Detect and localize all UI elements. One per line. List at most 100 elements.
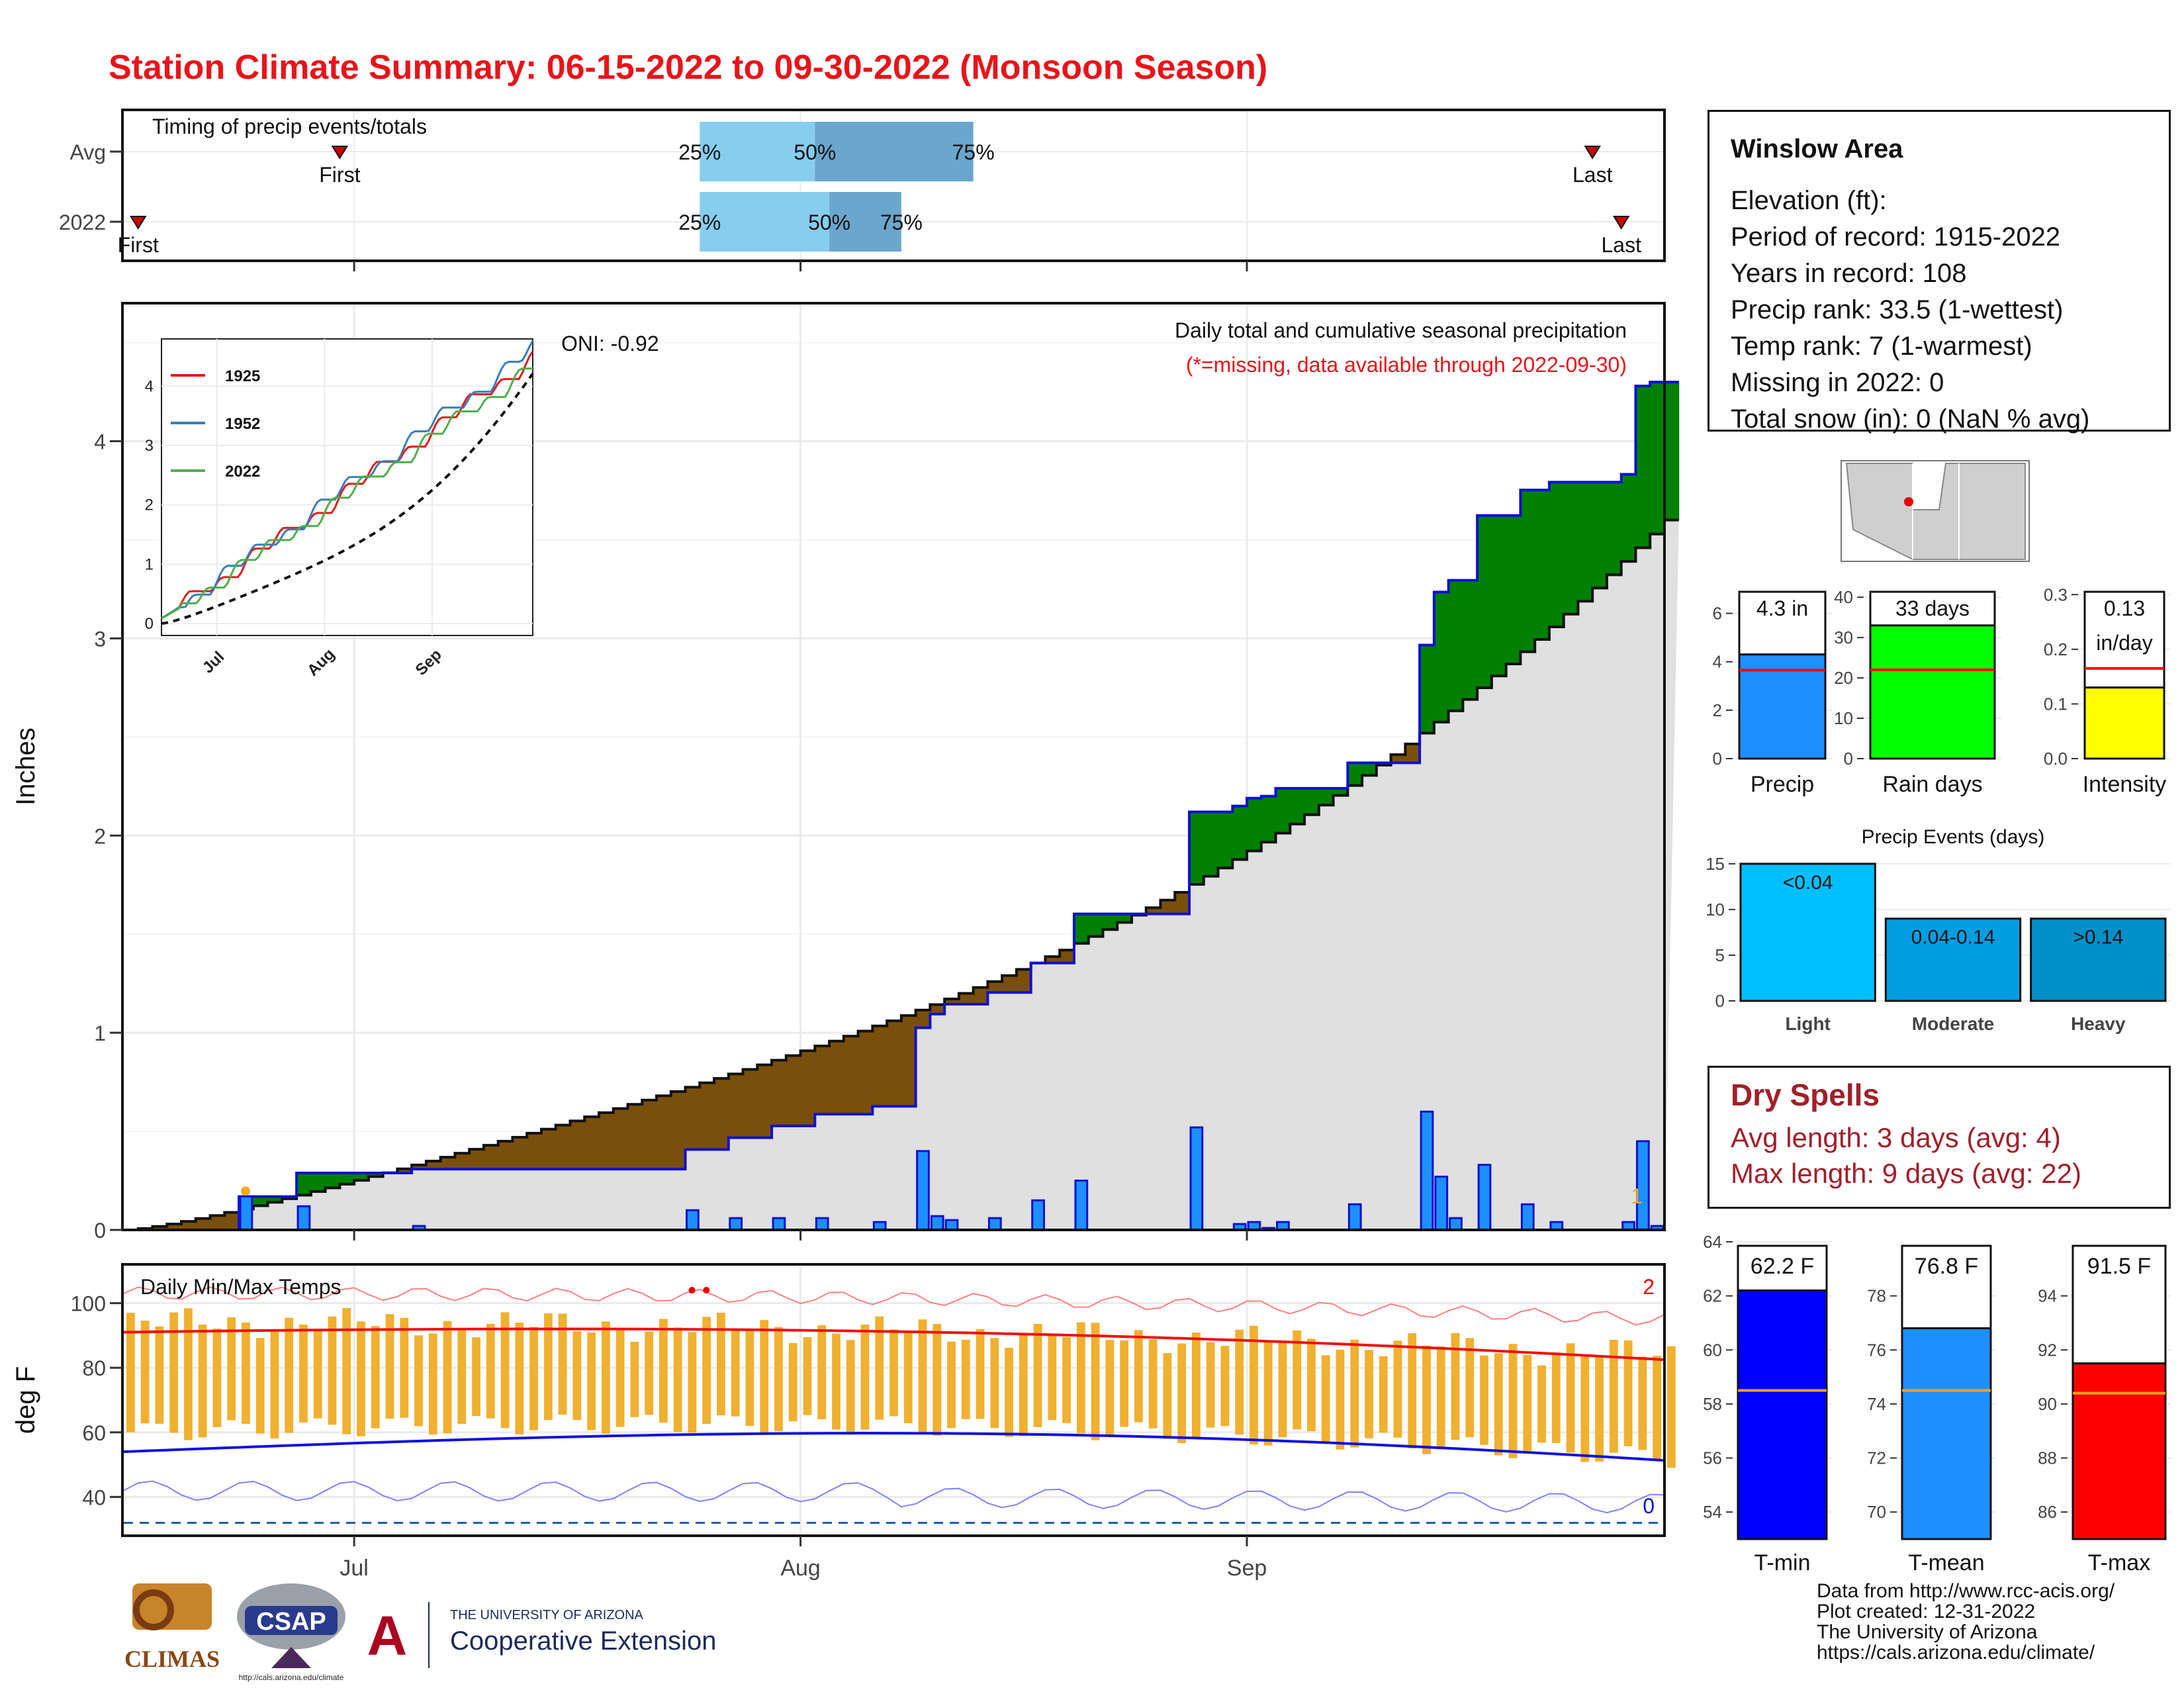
- daily-temp-bar: [933, 1324, 942, 1436]
- pct75-label: 75%: [952, 140, 995, 164]
- inset-avg-line: [161, 373, 534, 625]
- dry-spells-box: Dry Spells Avg length: 3 days (avg: 4) M…: [1707, 1066, 2171, 1209]
- credit-created: Plot created: 12-31-2022: [1817, 1601, 2036, 1622]
- daily-temp-bar: [342, 1307, 351, 1434]
- daily-temp-bar: [645, 1331, 654, 1415]
- daily-precip-bar: [916, 1150, 930, 1231]
- daily-temp-bar: [731, 1328, 740, 1417]
- below-avg-area: [1060, 950, 1075, 963]
- tempbar-category-label: T-max: [2088, 1550, 2150, 1575]
- below-avg-area: [613, 1108, 628, 1170]
- below-avg-area: [800, 1051, 815, 1126]
- daily-temp-bar: [1005, 1348, 1013, 1437]
- above-avg-area: [1578, 482, 1593, 602]
- below-avg-area: [1045, 957, 1060, 963]
- below-avg-area: [700, 1082, 715, 1150]
- info-period: Period of record: 1915-2022: [1731, 222, 2061, 252]
- daily-temp-bar: [976, 1329, 985, 1419]
- daily-temp-bar: [1508, 1344, 1518, 1458]
- daily-precip-bar: [296, 1205, 311, 1231]
- daily-temp-bar: [1551, 1352, 1561, 1443]
- above-avg-area: [253, 1196, 269, 1206]
- below-avg-area: [670, 1091, 686, 1170]
- precip-ytick-label: 0: [94, 1219, 106, 1243]
- temp-count-high: 2: [1643, 1275, 1655, 1299]
- last-label: Last: [1601, 233, 1641, 257]
- below-avg-area: [440, 1157, 455, 1170]
- record-high-line: [123, 1286, 1665, 1326]
- daily-temp-bar: [1120, 1340, 1128, 1427]
- minibar-ytick-label: 4: [1713, 652, 1722, 672]
- daily-precip-bar: [815, 1217, 829, 1231]
- above-avg-area: [1664, 382, 1680, 520]
- minibar-ytick-label: 2: [1713, 700, 1722, 720]
- below-avg-area: [412, 1164, 427, 1170]
- tempbar-category-label: T-mean: [1908, 1550, 1984, 1575]
- daily-temp-bar: [1350, 1339, 1359, 1448]
- minibar-value-label: 4.3 in: [1756, 596, 1808, 620]
- below-avg-area: [498, 1141, 513, 1170]
- daily-temp-bar: [572, 1331, 582, 1421]
- below-avg-area: [987, 981, 1003, 993]
- last-label: Last: [1572, 163, 1613, 187]
- below-avg-area: [1175, 892, 1190, 914]
- daily-temp-bar: [1307, 1338, 1316, 1432]
- credit-univ: The University of Arizona: [1817, 1621, 2038, 1643]
- inset-ytick-label: 3: [145, 437, 154, 455]
- below-avg-area: [512, 1137, 527, 1170]
- above-avg-area: [1261, 796, 1277, 843]
- below-avg-area: [455, 1153, 470, 1170]
- daily-temp-bar: [1321, 1355, 1330, 1442]
- tempbar-ytick-label: 74: [1867, 1394, 1886, 1414]
- tempbar-ytick-label: 54: [1703, 1502, 1722, 1522]
- events-ytick-label: 10: [1706, 900, 1725, 919]
- below-avg-area: [598, 1112, 614, 1170]
- below-avg-area: [1016, 969, 1032, 993]
- below-avg-area: [541, 1129, 557, 1170]
- above-avg-area: [1477, 515, 1492, 688]
- daily-temp-bar: [255, 1338, 265, 1434]
- daily-precip-bar: [944, 1219, 959, 1231]
- above-avg-area: [1621, 474, 1636, 562]
- events-bar-label: >0.14: [2073, 927, 2123, 949]
- minibar-value-label-2: in/day: [2096, 631, 2152, 655]
- below-avg-area: [757, 1064, 772, 1138]
- pct25-label: 25%: [678, 140, 721, 164]
- events-bar-label: 0.04-0.14: [1911, 927, 1995, 949]
- daily-temp-bar: [414, 1335, 423, 1427]
- daily-temp-bar: [457, 1328, 467, 1424]
- daily-temp-bar: [1048, 1334, 1057, 1421]
- above-avg-area: [1463, 580, 1478, 700]
- below-avg-area: [685, 1087, 700, 1150]
- minibar-top-box: [2083, 590, 2165, 689]
- above-avg-area: [1549, 482, 1565, 627]
- temp-panel-label: Daily Min/Max Temps: [140, 1275, 341, 1299]
- daily-temp-bar: [486, 1323, 495, 1419]
- daily-temp-bar: [717, 1313, 725, 1416]
- x-tick-label: Jul: [340, 1556, 368, 1581]
- daily-temp-bar: [1494, 1353, 1503, 1456]
- daily-temp-bar: [760, 1320, 769, 1434]
- oni-label: ONI: -0.92: [561, 332, 659, 355]
- dry-spells-avg: Avg length: 3 days (avg: 4): [1731, 1122, 2061, 1153]
- tempbar-top-box: [2071, 1244, 2167, 1365]
- daily-temp-bar: [328, 1316, 337, 1425]
- daily-temp-bar: [443, 1321, 452, 1434]
- daily-temp-bar: [472, 1337, 480, 1417]
- daily-temp-bar: [846, 1340, 855, 1435]
- dry-spells-title: Dry Spells: [1731, 1078, 1880, 1112]
- daily-temp-bar: [558, 1313, 567, 1415]
- daily-temp-bar: [788, 1342, 797, 1422]
- above-avg-area: [1362, 763, 1377, 776]
- precip-ytick-label: 2: [94, 824, 106, 848]
- inset-series-line: [161, 340, 534, 620]
- above-avg-area: [1592, 482, 1608, 588]
- pct50-label: 50%: [808, 211, 850, 234]
- daily-temp-bar: [155, 1326, 164, 1424]
- cumulative-2022-line: [124, 381, 1679, 1231]
- tempbar-value-bar: [1737, 1289, 1828, 1540]
- daily-precip-bar: [772, 1217, 786, 1231]
- info-precip-rank: Precip rank: 33.5 (1-wettest): [1731, 295, 2064, 324]
- below-avg-area: [555, 1125, 570, 1170]
- timing-row-label: Avg: [69, 140, 106, 164]
